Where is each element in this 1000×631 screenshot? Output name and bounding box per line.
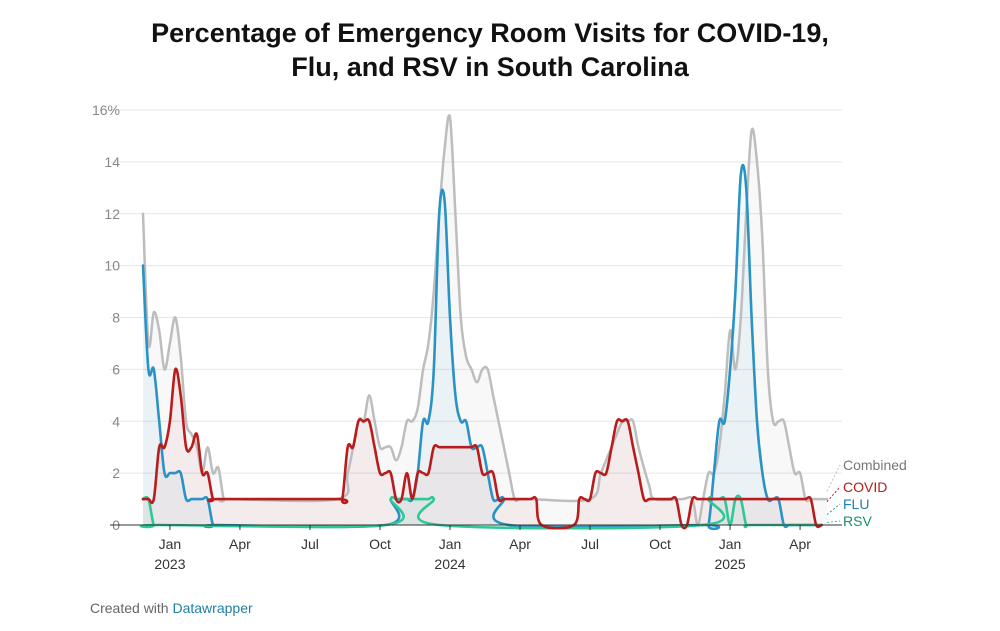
datawrapper-link[interactable]: Datawrapper <box>172 600 253 616</box>
x-tick-label: Jan <box>439 536 462 552</box>
rsv-label-leader <box>826 520 841 523</box>
series-lines <box>139 114 829 531</box>
combined-label-leader <box>826 464 841 492</box>
chart-title-line-2: Flu, and RSV in South Carolina <box>291 52 689 82</box>
flu-area <box>143 165 822 529</box>
combined-line <box>141 114 829 527</box>
covid-line <box>141 367 823 530</box>
x-tick-label: Oct <box>369 536 391 552</box>
y-tick-label: 6 <box>112 361 120 377</box>
series-areas <box>140 115 827 529</box>
x-tick-label: Apr <box>229 536 251 552</box>
combined-series-label: Combined <box>843 457 907 473</box>
y-tick-label: 4 <box>112 413 120 429</box>
flu-label-leader <box>826 503 841 515</box>
footer-credit: Created with Datawrapper <box>90 600 253 616</box>
x-tick-label: Jan <box>159 536 182 552</box>
y-tick-label: 14 <box>104 154 120 170</box>
footer-prefix: Created with <box>90 600 169 616</box>
x-axis: Jan 2023 Apr Jul Oct Jan 2024 Apr Jul Oct Jan 2025 A… <box>154 525 811 572</box>
x-tick-label: Oct <box>649 536 671 552</box>
grid-lines <box>110 109 842 474</box>
combined-area <box>143 115 827 525</box>
flu-line <box>141 163 823 531</box>
x-tick-label: Apr <box>509 536 531 552</box>
rsv-series-label: RSV <box>843 513 872 529</box>
x-tick-year: 2023 <box>154 556 185 572</box>
flu-series-label: FLU <box>843 496 869 512</box>
y-tick-label: 16% <box>92 102 120 118</box>
y-tick-label: 12 <box>104 206 120 222</box>
x-tick-label: Apr <box>789 536 811 552</box>
y-tick-label: 10 <box>104 258 120 274</box>
covid-label-leader <box>826 486 841 503</box>
covid-series-label: COVID <box>843 479 887 495</box>
chart-title-line-1: Percentage of Emergency Room Visits for … <box>151 18 829 48</box>
y-tick-label: 8 <box>112 310 120 326</box>
x-tick-year: 2025 <box>714 556 745 572</box>
x-tick-year: 2024 <box>434 556 465 572</box>
y-tick-label: 2 <box>112 465 120 481</box>
x-tick-label: Jul <box>301 536 319 552</box>
x-tick-label: Jul <box>581 536 599 552</box>
rsv-line <box>139 494 823 530</box>
x-tick-label: Jan <box>719 536 742 552</box>
chart-title: Percentage of Emergency Room Visits for … <box>0 16 980 84</box>
